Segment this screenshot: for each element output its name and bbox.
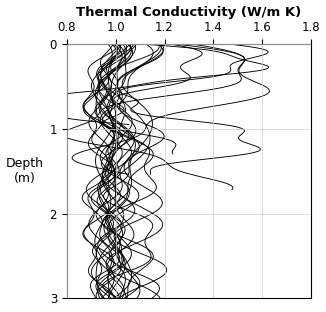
Y-axis label: Depth
(m): Depth (m) — [6, 157, 44, 185]
X-axis label: Thermal Conductivity (W/m K): Thermal Conductivity (W/m K) — [76, 6, 302, 18]
